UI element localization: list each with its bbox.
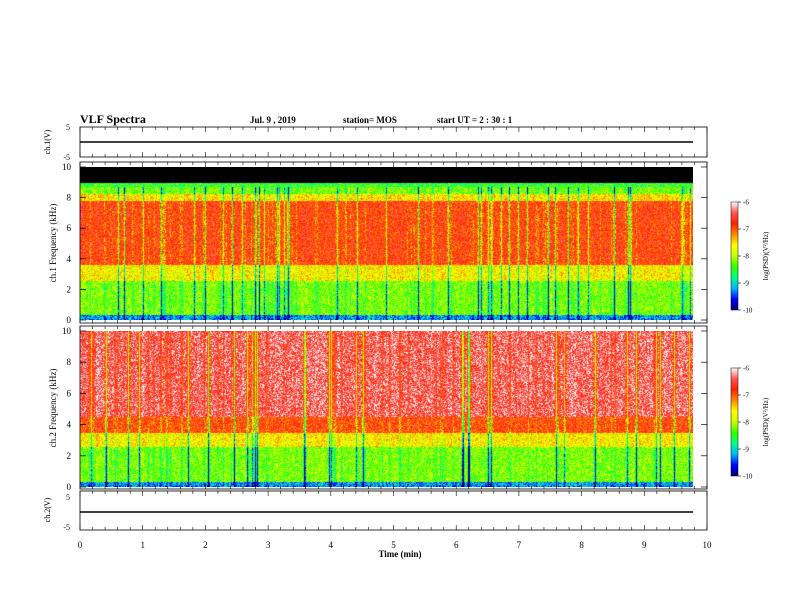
ch1-waveform-ytick-bottom: -5 (63, 153, 70, 162)
ch1-colorbar-gradient (730, 201, 739, 311)
colorbar-tick-label: -9 (743, 280, 749, 288)
frequency-tick-label: 10 (62, 162, 72, 172)
frequency-tick-label: 8 (67, 357, 72, 367)
time-tick-label: 8 (579, 540, 584, 550)
colorbar-tick-label: -10 (743, 473, 753, 481)
ch1-waveform-ylabel: ch.1(V) (43, 129, 52, 154)
ch2-colorbar: -6 -7 -8 -9 -10 log(PSD)(V²/Hz) (730, 365, 770, 481)
frequency-tick-label: 8 (67, 193, 72, 203)
time-tick-label: 2 (203, 540, 208, 550)
colorbar-tick-label: -8 (743, 253, 749, 261)
frequency-tick-label: 2 (67, 284, 72, 294)
time-tick-label: 10 (703, 540, 713, 550)
ch1-spectrogram-heatmap (80, 167, 693, 320)
ch1-colorbar: -6 -7 -8 -9 -10 log(PSD)(V²/Hz) (730, 199, 770, 315)
frequency-tick-label: 6 (67, 223, 72, 233)
ch2-spectrogram-ylabel: ch.2 Frequency (kHz) (48, 369, 58, 448)
frequency-tick-label: 0 (67, 315, 72, 325)
time-tick-label: 7 (517, 540, 522, 550)
ch2-waveform-ytick-top: 5 (66, 493, 70, 502)
axis-tick-marks (79, 127, 708, 530)
ch2-spectrogram-panel: 0 2 4 6 8 10 ch.2 Frequency (kHz) (48, 325, 708, 492)
frequency-tick-label: 0 (67, 482, 72, 492)
ch2-waveform-ytick-bottom: -5 (63, 523, 70, 532)
frequency-tick-label: 4 (67, 420, 72, 430)
time-tick-label: 3 (266, 540, 271, 550)
frequency-tick-label: 2 (67, 451, 72, 461)
ch2-colorbar-label: log(PSD)(V²/Hz) (762, 397, 770, 446)
frequency-tick-label: 4 (67, 254, 72, 264)
colorbar-tick-label: -7 (743, 392, 749, 400)
time-tick-label: 6 (454, 540, 459, 550)
frequency-tick-label: 6 (67, 388, 72, 398)
colorbar-tick-label: -10 (743, 307, 753, 315)
x-axis-tick-labels: 0 1 2 3 4 5 6 7 8 9 10 (78, 540, 712, 550)
colorbar-tick-label: -9 (743, 446, 749, 454)
ch1-spectrogram-panel: 0 2 4 6 8 10 ch.1 Frequency (kHz) (48, 161, 708, 325)
x-axis-label: Time (min) (378, 549, 421, 559)
colorbar-tick-label: -7 (743, 226, 749, 234)
station-label: station= MOS (343, 115, 397, 125)
time-tick-label: 0 (78, 540, 83, 550)
time-tick-label: 9 (642, 540, 647, 550)
date-label: Jul. 9 , 2019 (250, 115, 296, 125)
frequency-tick-label: 10 (62, 326, 72, 336)
ch2-waveform-ylabel: ch.2(V) (43, 497, 52, 522)
ch1-spectrogram-ylabel: ch.1 Frequency (kHz) (48, 204, 58, 283)
ch2-colorbar-gradient (730, 367, 739, 477)
time-tick-label: 4 (329, 540, 334, 550)
figure-title: VLF Spectra (80, 112, 146, 126)
ch2-waveform-frame (79, 490, 708, 531)
start-time-label: start UT = 2 : 30 : 1 (437, 115, 513, 125)
ch2-spectrogram-heatmap (80, 331, 693, 487)
ch1-colorbar-label: log(PSD)(V²/Hz) (762, 231, 770, 280)
colorbar-tick-label: -6 (743, 365, 749, 373)
ch1-waveform-ytick-top: 5 (66, 123, 70, 132)
colorbar-tick-label: -8 (743, 419, 749, 427)
time-tick-label: 1 (140, 540, 145, 550)
colorbar-tick-label: -6 (743, 199, 749, 207)
time-tick-label: 5 (391, 540, 396, 550)
